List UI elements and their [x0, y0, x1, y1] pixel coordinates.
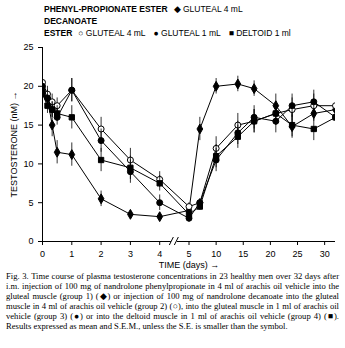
- svg-text:20: 20: [23, 81, 33, 91]
- html-text:Fig. 3. Time course of plasma: Fig. 3. Time course of plasma testostero…: [6, 271, 339, 331]
- svg-text:0: 0: [28, 236, 33, 246]
- html-text:PHENYL-PROPIONATE ESTER: PHENYL-PROPIONATE ESTER: [44, 4, 168, 14]
- html-text:■ DELTOID 1 ml: ■ DELTOID 1 ml: [228, 28, 291, 38]
- svg-text:25: 25: [23, 42, 33, 52]
- svg-text:1: 1: [69, 249, 74, 259]
- svg-text:3: 3: [128, 249, 133, 259]
- html-text:DECANOATE ESTER: DECANOATE ESTER: [44, 16, 98, 38]
- svg-text:4: 4: [157, 249, 162, 259]
- svg-text:5: 5: [28, 198, 33, 208]
- html-text:● GLUTEAL 1 mL: ● GLUTEAL 1 mL: [153, 28, 221, 38]
- html-text:○ GLUTEAL 4 mL: ○ GLUTEAL 4 mL: [78, 28, 146, 38]
- svg-text:TIME (days) →: TIME (days) →: [159, 260, 220, 270]
- svg-text:25: 25: [293, 249, 303, 259]
- svg-text:TESTOSTERONE (nM) →: TESTOSTERONE (nM) →: [9, 92, 19, 198]
- svg-text:2: 2: [99, 249, 104, 259]
- svg-text:0: 0: [40, 249, 45, 259]
- svg-text:10: 10: [23, 159, 33, 169]
- svg-text:30: 30: [320, 249, 330, 259]
- svg-text:5: 5: [186, 249, 191, 259]
- svg-text:10: 10: [211, 249, 221, 259]
- svg-text:15: 15: [238, 249, 248, 259]
- svg-text:15: 15: [23, 120, 33, 130]
- html-text:◆ GLUTEAL 4 mL: ◆ GLUTEAL 4 mL: [173, 4, 243, 14]
- svg-text:20: 20: [265, 249, 275, 259]
